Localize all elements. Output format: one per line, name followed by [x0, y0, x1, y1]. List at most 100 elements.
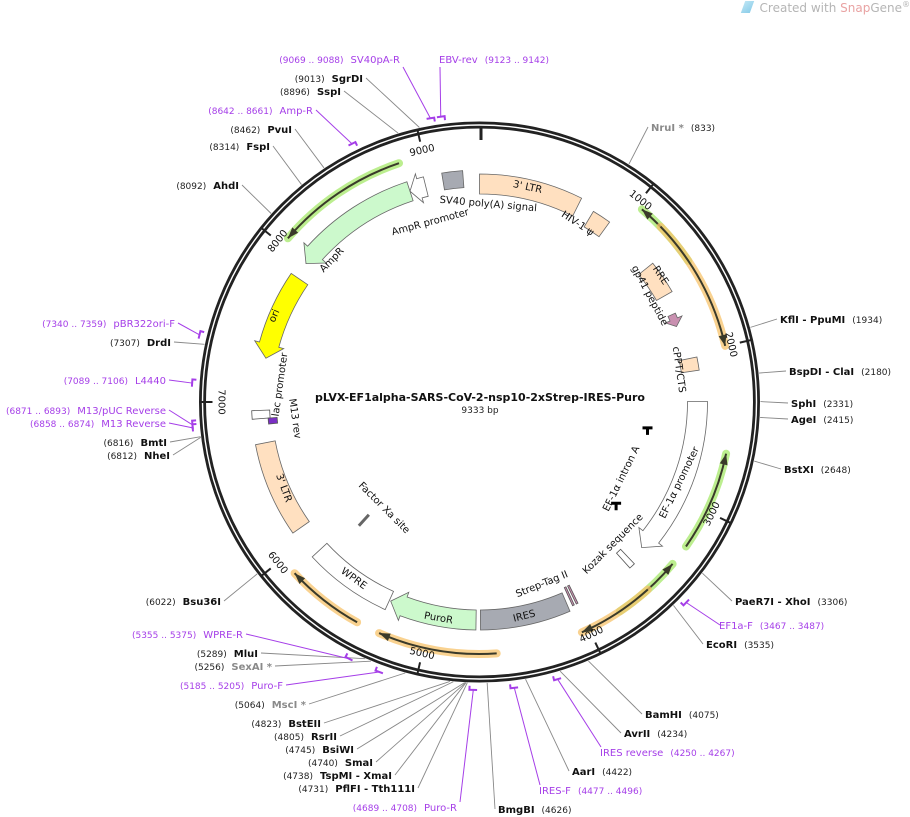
site-label[interactable]: (5064) MscI * — [235, 700, 307, 711]
site-label[interactable]: (9069 .. 9088) SV40pA-R — [279, 55, 400, 66]
site-label[interactable]: (5185 .. 5205) Puro-F — [180, 681, 283, 692]
feature-3-ltr[interactable]: 3' LTR — [479, 173, 583, 217]
site-label[interactable]: BstXI (2648) — [784, 465, 851, 476]
enzyme-site[interactable]: BstXI (2648) — [754, 460, 851, 476]
site-label[interactable]: EBV-rev (9123 .. 9142) — [439, 55, 549, 66]
site-label[interactable]: BmgBI (4626) — [498, 805, 571, 816]
enzyme-site[interactable]: (8314) FspI — [209, 142, 302, 185]
site-label[interactable]: (8092) AhdI — [176, 181, 239, 192]
site-label[interactable]: (4738) TspMI - XmaI — [283, 771, 392, 782]
feature-ef-1-intron-a[interactable]: EF-1α intron A — [601, 426, 653, 513]
enzyme-site[interactable]: AgeI (2415) — [760, 415, 853, 426]
primer[interactable]: (4689 .. 4708) Puro-R — [353, 685, 478, 814]
site-label[interactable]: AvrII (4234) — [624, 729, 687, 740]
site-label[interactable]: (6812) NheI — [107, 451, 170, 462]
enzyme-site[interactable]: PaeR7I - XhoI (3306) — [702, 572, 847, 608]
orf-arrow[interactable] — [287, 162, 400, 239]
enzyme-site[interactable]: (5064) MscI * — [235, 672, 406, 711]
enzyme-site[interactable]: (4805) RsrII — [274, 681, 454, 743]
enzyme-site[interactable]: (6812) NheI — [107, 437, 201, 462]
site-label[interactable]: (5289) MluI — [197, 649, 258, 660]
primer[interactable]: (7340 .. 7359) pBR322ori-F — [42, 319, 205, 339]
site-label[interactable]: (6816) BmtI — [104, 438, 167, 449]
enzyme-site[interactable]: EcoRI (3535) — [673, 605, 774, 651]
enzyme-site[interactable]: BamHI (4075) — [588, 660, 719, 721]
primer[interactable]: (5355 .. 5375) WPRE-R — [132, 630, 353, 662]
enzyme-site[interactable]: (6816) BmtI — [104, 436, 201, 449]
site-label[interactable]: IRES reverse (4250 .. 4267) — [600, 748, 735, 759]
site-label[interactable]: KflI - PpuMI (1934) — [780, 315, 882, 326]
feature-kozak-sequence[interactable]: Kozak sequence — [581, 512, 646, 577]
site-label[interactable]: (4823) BstEII — [251, 719, 321, 730]
site-label[interactable]: (9013) SgrDI — [295, 74, 363, 85]
feature-puror[interactable]: PuroR — [390, 591, 477, 631]
enzyme-site[interactable]: (8462) PvuI — [230, 125, 325, 169]
site-label[interactable]: BamHI (4075) — [645, 710, 719, 721]
primer[interactable]: (6858 .. 6874) M13 Reverse — [30, 419, 197, 432]
site-label[interactable]: (6022) Bsu36I — [146, 597, 221, 608]
primer[interactable]: (8642 .. 8661) Amp-R — [208, 106, 359, 147]
site-label[interactable]: (8462) PvuI — [230, 125, 292, 136]
site-label[interactable]: BspDI - ClaI (2180) — [789, 367, 891, 378]
site-label[interactable]: NruI * (833) — [651, 123, 715, 134]
primer[interactable]: (7089 .. 7106) L4440 — [64, 376, 197, 387]
site-label[interactable]: EcoRI (3535) — [706, 640, 774, 651]
site-label[interactable]: (4689 .. 4708) Puro-R — [353, 803, 457, 814]
primer[interactable]: EF1a-F (3467 .. 3487) — [679, 598, 825, 632]
enzyme-site[interactable]: NruI * (833) — [628, 123, 715, 165]
enzyme-site[interactable]: AarI (4422) — [525, 679, 633, 778]
enzyme-site[interactable]: (4738) TspMI - XmaI — [283, 682, 467, 782]
primer[interactable]: EBV-rev (9123 .. 9142) — [436, 55, 549, 121]
feature-3-ltr[interactable]: 3' LTR — [255, 440, 310, 534]
site-label[interactable]: AarI (4422) — [572, 767, 632, 778]
enzyme-site[interactable]: (8896) SspI — [280, 87, 399, 134]
enzyme-site[interactable]: (4745) BsiWI — [285, 682, 465, 756]
orf-arrow[interactable] — [659, 225, 727, 347]
enzyme-site[interactable]: (9013) SgrDI — [295, 74, 420, 128]
enzyme-site[interactable]: (5289) MluI — [197, 649, 366, 660]
site-label[interactable]: (8314) FspI — [209, 142, 270, 153]
site-label[interactable]: PaeR7I - XhoI (3306) — [735, 597, 847, 608]
enzyme-site[interactable]: AvrII (4234) — [559, 670, 687, 740]
site-label[interactable]: AgeI (2415) — [791, 415, 853, 426]
site-label[interactable]: (4740) SmaI — [308, 758, 373, 769]
site-label[interactable]: EF1a-F (3467 .. 3487) — [719, 621, 824, 632]
enzyme-site[interactable]: SphI (2331) — [760, 399, 853, 410]
primer[interactable]: IRES reverse (4250 .. 4267) — [552, 676, 735, 759]
site-label[interactable]: (7340 .. 7359) pBR322ori-F — [42, 319, 175, 330]
feature-ori[interactable]: ori — [253, 272, 309, 359]
enzyme-site[interactable]: BmgBI (4626) — [486, 682, 571, 816]
site-label[interactable]: (5355 .. 5375) WPRE-R — [132, 630, 243, 641]
enzyme-site[interactable]: (5256) SexAI * — [194, 660, 371, 673]
site-label[interactable]: (6871 .. 6893) M13/pUC Reverse — [6, 406, 166, 417]
enzyme-site[interactable]: KflI - PpuMI (1934) — [750, 315, 882, 328]
enzyme-site[interactable]: (6022) Bsu36I — [146, 573, 258, 608]
feature-ires[interactable]: IRES — [479, 592, 571, 631]
primer[interactable]: (5185 .. 5205) Puro-F — [180, 666, 384, 692]
primer[interactable]: (9069 .. 9088) SV40pA-R — [279, 55, 436, 122]
site-label[interactable]: SphI (2331) — [791, 399, 853, 410]
site-label[interactable]: (4731) PflFI - Tth111I — [298, 784, 415, 795]
feature-factor-xa-site[interactable]: Factor Xa site — [356, 480, 412, 536]
site-label[interactable]: (4745) BsiWI — [285, 745, 354, 756]
site-label[interactable]: (8896) SspI — [280, 87, 341, 98]
site-label[interactable]: (7307) DrdI — [110, 338, 171, 349]
site-label[interactable]: (6858 .. 6874) M13 Reverse — [30, 419, 166, 430]
enzyme-site[interactable]: (4740) SmaI — [308, 682, 466, 769]
feature-lac-promoter[interactable]: lac promoter — [251, 351, 291, 420]
primer[interactable]: IRES-F (4477 .. 4496) — [509, 684, 642, 797]
site-label[interactable]: (5256) SexAI * — [194, 662, 272, 673]
enzyme-site[interactable]: (7307) DrdI — [110, 338, 205, 349]
site-label[interactable]: (8642 .. 8661) Amp-R — [208, 106, 313, 117]
enzyme-site[interactable]: BspDI - ClaI (2180) — [758, 367, 891, 378]
feature-hiv-1-[interactable]: HIV-1 ψ — [559, 209, 611, 239]
enzyme-site[interactable]: (8092) AhdI — [176, 181, 272, 214]
enzyme-site[interactable]: (4731) PflFI - Tth111I — [298, 682, 468, 795]
feature-cppt-cts[interactable]: cPPT/CTS — [670, 346, 700, 394]
site-label[interactable]: (7089 .. 7106) L4440 — [64, 376, 166, 387]
enzyme-site[interactable]: (4823) BstEII — [251, 681, 451, 730]
feature-rre[interactable]: RRE — [638, 262, 673, 302]
orf-arrow[interactable] — [378, 632, 497, 655]
site-label[interactable]: (4805) RsrII — [274, 732, 337, 743]
